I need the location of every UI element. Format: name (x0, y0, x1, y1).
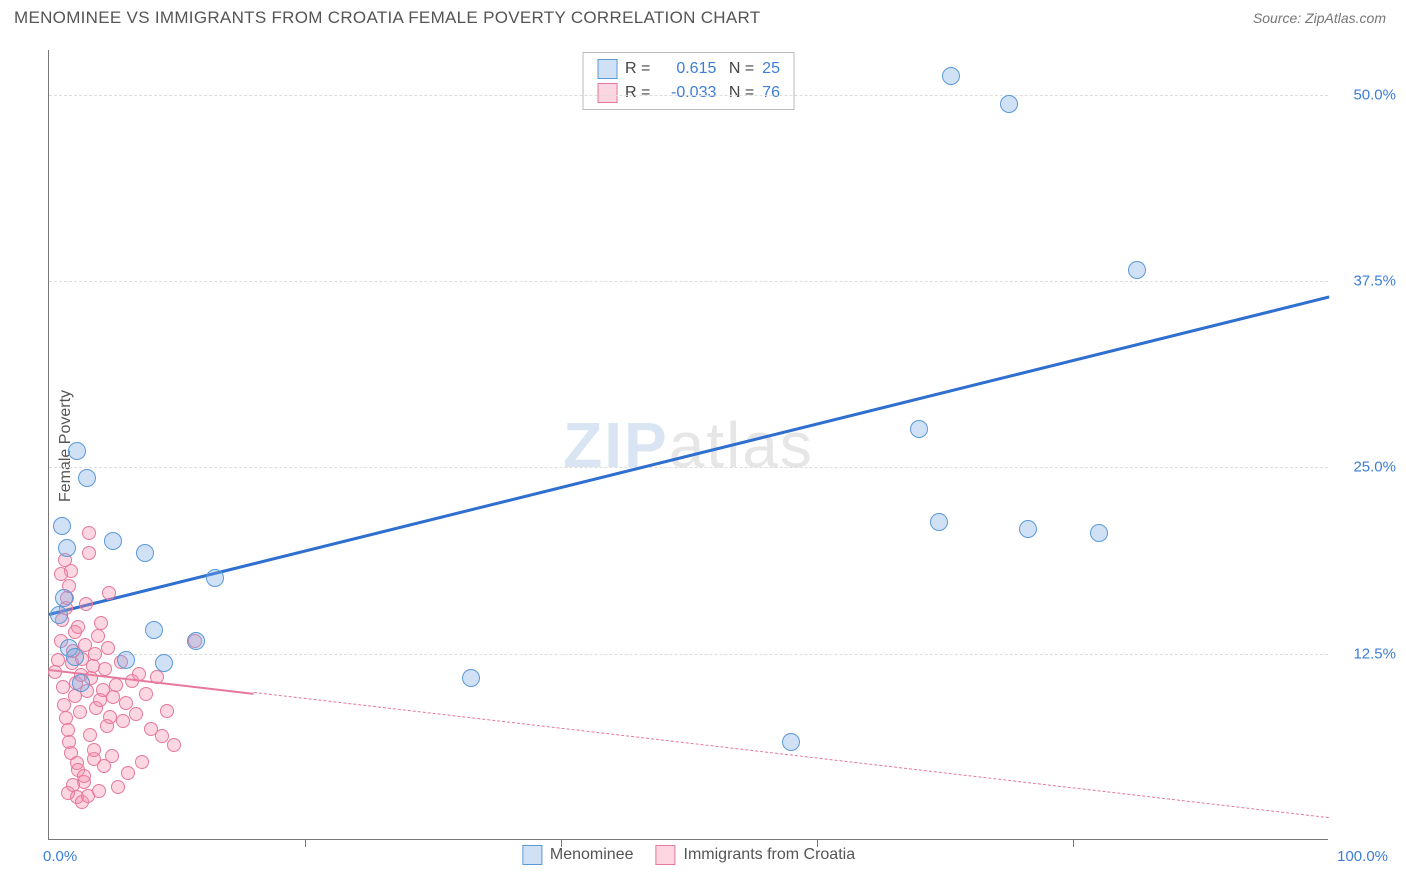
correlation-legend-box: R = 0.615 N = 25 R = -0.033 N = 76 (582, 52, 795, 110)
x-tick-label: 0.0% (43, 848, 77, 865)
data-point (132, 667, 146, 681)
swatch-blue (597, 59, 617, 79)
x-tick (561, 839, 562, 847)
data-point (116, 714, 130, 728)
data-point (1128, 261, 1146, 279)
data-point (79, 597, 93, 611)
data-point (55, 589, 73, 607)
y-tick-label: 12.5% (1353, 645, 1396, 662)
data-point (930, 513, 948, 531)
chart-title: MENOMINEE VS IMMIGRANTS FROM CROATIA FEM… (14, 8, 760, 28)
data-point (187, 632, 205, 650)
legend-item-blue: Menominee (522, 845, 634, 865)
data-point (135, 755, 149, 769)
gridline-h (49, 281, 1328, 282)
chart-source: Source: ZipAtlas.com (1253, 10, 1386, 26)
data-point (105, 749, 119, 763)
data-point (77, 769, 91, 783)
r-value-pink: -0.033 (658, 84, 716, 102)
trend-line (49, 296, 1330, 616)
data-point (117, 651, 135, 669)
trend-line (254, 692, 1329, 818)
gridline-h (49, 95, 1328, 96)
correlation-row-blue: R = 0.615 N = 25 (597, 57, 780, 81)
data-point (68, 442, 86, 460)
data-point (462, 669, 480, 687)
bottom-legend: Menominee Immigrants from Croatia (522, 845, 855, 865)
data-point (82, 546, 96, 560)
data-point (87, 743, 101, 757)
data-point (66, 648, 84, 666)
data-point (72, 674, 90, 692)
data-point (155, 729, 169, 743)
n-value-pink: 76 (762, 84, 780, 102)
data-point (155, 654, 173, 672)
legend-item-pink: Immigrants from Croatia (656, 845, 856, 865)
data-point (101, 641, 115, 655)
data-point (136, 544, 154, 562)
data-point (139, 687, 153, 701)
data-point (1000, 95, 1018, 113)
data-point (86, 659, 100, 673)
data-point (78, 469, 96, 487)
data-point (58, 539, 76, 557)
x-tick (1073, 839, 1074, 847)
x-tick (305, 839, 306, 847)
swatch-pink (597, 83, 617, 103)
r-value-blue: 0.615 (658, 60, 716, 78)
data-point (160, 704, 174, 718)
watermark: ZIPatlas (563, 408, 814, 482)
chart-plot-area: ZIPatlas R = 0.615 N = 25 R = -0.033 N =… (48, 50, 1328, 840)
chart-header: MENOMINEE VS IMMIGRANTS FROM CROATIA FEM… (0, 0, 1406, 32)
data-point (102, 586, 116, 600)
legend-label-pink: Immigrants from Croatia (684, 846, 856, 864)
gridline-h (49, 654, 1328, 655)
data-point (94, 616, 108, 630)
data-point (98, 662, 112, 676)
n-value-blue: 25 (762, 60, 780, 78)
data-point (206, 569, 224, 587)
data-point (782, 733, 800, 751)
data-point (1019, 520, 1037, 538)
y-tick-label: 37.5% (1353, 273, 1396, 290)
data-point (111, 780, 125, 794)
data-point (83, 728, 97, 742)
data-point (1090, 524, 1108, 542)
y-tick-label: 50.0% (1353, 86, 1396, 103)
y-tick-label: 25.0% (1353, 459, 1396, 476)
data-point (910, 420, 928, 438)
data-point (73, 705, 87, 719)
data-point (82, 526, 96, 540)
data-point (66, 778, 80, 792)
x-tick-label: 100.0% (1337, 848, 1388, 865)
data-point (109, 678, 123, 692)
data-point (48, 665, 62, 679)
data-point (54, 567, 68, 581)
data-point (50, 606, 68, 624)
legend-label-blue: Menominee (550, 846, 634, 864)
data-point (942, 67, 960, 85)
data-point (104, 532, 122, 550)
data-point (53, 517, 71, 535)
data-point (145, 621, 163, 639)
correlation-row-pink: R = -0.033 N = 76 (597, 81, 780, 105)
swatch-pink-icon (656, 845, 676, 865)
data-point (129, 707, 143, 721)
data-point (121, 766, 135, 780)
data-point (91, 629, 105, 643)
x-tick (817, 839, 818, 847)
gridline-h (49, 467, 1328, 468)
data-point (71, 620, 85, 634)
data-point (81, 789, 95, 803)
swatch-blue-icon (522, 845, 542, 865)
data-point (167, 738, 181, 752)
